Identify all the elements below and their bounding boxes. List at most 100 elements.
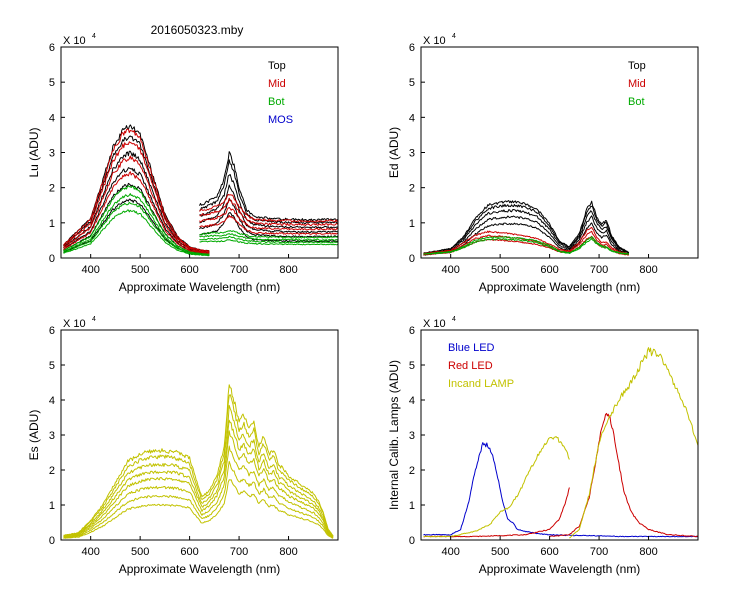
y-axis-label: Ed (ADU) bbox=[387, 127, 401, 178]
x-tick-label: 600 bbox=[540, 264, 558, 276]
series-line-top bbox=[63, 135, 210, 252]
series-line-mid bbox=[199, 198, 338, 227]
series-line-bot bbox=[199, 233, 338, 241]
series-line-mid bbox=[63, 128, 210, 252]
figure-title: 2016050323.mby bbox=[151, 23, 244, 37]
series-line-top bbox=[199, 184, 338, 234]
axis-multiplier-exponent: 4 bbox=[452, 33, 456, 40]
x-tick-label: 800 bbox=[639, 264, 657, 276]
y-tick-label: 5 bbox=[49, 77, 55, 89]
x-tick-label: 600 bbox=[180, 264, 198, 276]
series-group bbox=[63, 124, 338, 257]
series-line-mid bbox=[423, 230, 629, 255]
x-tick-label: 400 bbox=[441, 264, 459, 276]
series-line-top bbox=[199, 159, 338, 225]
y-tick-label: 3 bbox=[409, 148, 415, 160]
series-line-es bbox=[63, 419, 334, 538]
axis-multiplier: X 10 bbox=[423, 318, 446, 330]
y-tick-label: 3 bbox=[409, 430, 415, 442]
series-line-es bbox=[63, 384, 334, 537]
series-line-bot bbox=[199, 230, 338, 239]
y-tick-label: 5 bbox=[49, 360, 55, 372]
series-line-top bbox=[199, 174, 338, 229]
y-tick-label: 2 bbox=[49, 465, 55, 477]
y-tick-label: 2 bbox=[409, 183, 415, 195]
x-tick-label: 600 bbox=[180, 546, 198, 558]
x-tick-label: 800 bbox=[279, 264, 297, 276]
legend-item: Bot bbox=[628, 96, 645, 108]
series-group bbox=[63, 384, 334, 539]
y-tick-label: 1 bbox=[409, 218, 415, 230]
legend-item: Blue LED bbox=[448, 342, 495, 354]
axis-multiplier-exponent: 4 bbox=[92, 33, 96, 40]
plot-frame bbox=[420, 46, 699, 259]
series-line-es bbox=[63, 479, 334, 539]
series-line-es bbox=[63, 430, 334, 538]
x-tick-label: 600 bbox=[540, 546, 558, 558]
y-tick-label: 0 bbox=[409, 535, 415, 547]
series-line-mid bbox=[63, 155, 210, 254]
series-line-bot bbox=[63, 193, 210, 256]
x-tick-label: 400 bbox=[441, 546, 459, 558]
series-line-mid bbox=[423, 226, 629, 255]
x-tick-label: 700 bbox=[590, 546, 608, 558]
x-tick-label: 800 bbox=[639, 546, 657, 558]
series-line-top bbox=[199, 197, 338, 238]
legend-item: Top bbox=[268, 60, 286, 72]
series-line-mid bbox=[199, 194, 338, 223]
x-tick-label: 700 bbox=[230, 546, 248, 558]
axis-multiplier: X 10 bbox=[63, 318, 86, 330]
plot-frame bbox=[60, 329, 339, 541]
series-line-top bbox=[423, 200, 629, 254]
y-tick-label: 6 bbox=[409, 325, 415, 337]
x-axis-label: Approximate Wavelength (nm) bbox=[119, 280, 281, 294]
legend-item: Incand LAMP bbox=[448, 378, 514, 390]
y-tick-label: 1 bbox=[409, 500, 415, 512]
series-line-red-led bbox=[423, 487, 570, 538]
series-line-bot bbox=[63, 201, 210, 256]
y-tick-label: 4 bbox=[49, 395, 55, 407]
y-axis-label: Internal Calib. Lamps (ADU) bbox=[387, 360, 401, 510]
series-line-bot bbox=[199, 239, 338, 246]
series-line-es bbox=[63, 404, 334, 537]
series-line-mid bbox=[63, 171, 210, 255]
series-group bbox=[423, 347, 698, 539]
axis-multiplier-exponent: 4 bbox=[452, 316, 456, 323]
series-group bbox=[423, 200, 630, 256]
x-axis-label: Approximate Wavelength (nm) bbox=[479, 562, 641, 576]
series-line-top bbox=[423, 203, 630, 255]
y-tick-label: 2 bbox=[409, 465, 415, 477]
y-tick-label: 0 bbox=[49, 253, 55, 265]
y-tick-label: 4 bbox=[409, 112, 415, 124]
y-axis-label: Lu (ADU) bbox=[27, 127, 41, 177]
legend-item: Mid bbox=[268, 78, 286, 90]
y-tick-label: 2 bbox=[49, 183, 55, 195]
series-line-mid bbox=[199, 214, 338, 235]
series-line-red-led bbox=[549, 412, 698, 538]
series-line-es bbox=[63, 445, 334, 539]
chart-lu: 400 500 600 700 800 0 1 2 3 4 5 6 Approximate Wavele… bbox=[27, 23, 339, 294]
axis-multiplier-exponent: 4 bbox=[92, 316, 96, 323]
series-line-top bbox=[199, 212, 338, 243]
x-tick-label: 400 bbox=[81, 546, 99, 558]
axis-multiplier: X 10 bbox=[63, 35, 86, 47]
series-line-bot bbox=[63, 209, 210, 257]
axis-multiplier: X 10 bbox=[423, 35, 446, 47]
series-line-incand-lamp bbox=[423, 436, 570, 538]
series-line-mid bbox=[199, 207, 338, 231]
x-tick-label: 700 bbox=[230, 264, 248, 276]
series-line-es bbox=[63, 460, 334, 539]
chart-lamps: 400 500 600 700 800 0 1 2 3 4 5 6 Approximate Wavele… bbox=[387, 316, 699, 576]
x-axis-label: Approximate Wavelength (nm) bbox=[479, 280, 641, 294]
y-axis-label: Es (ADU) bbox=[27, 410, 41, 461]
y-tick-label: 4 bbox=[49, 112, 55, 124]
series-line-bot bbox=[199, 235, 338, 244]
series-line-bot bbox=[63, 185, 210, 255]
y-tick-label: 6 bbox=[49, 325, 55, 337]
y-tick-label: 3 bbox=[49, 148, 55, 160]
x-tick-label: 400 bbox=[81, 264, 99, 276]
x-tick-label: 500 bbox=[491, 546, 509, 558]
chart-es: 400 500 600 700 800 0 1 2 3 4 5 6 Approximate Wavele… bbox=[27, 316, 339, 576]
series-line-bot bbox=[423, 236, 629, 255]
